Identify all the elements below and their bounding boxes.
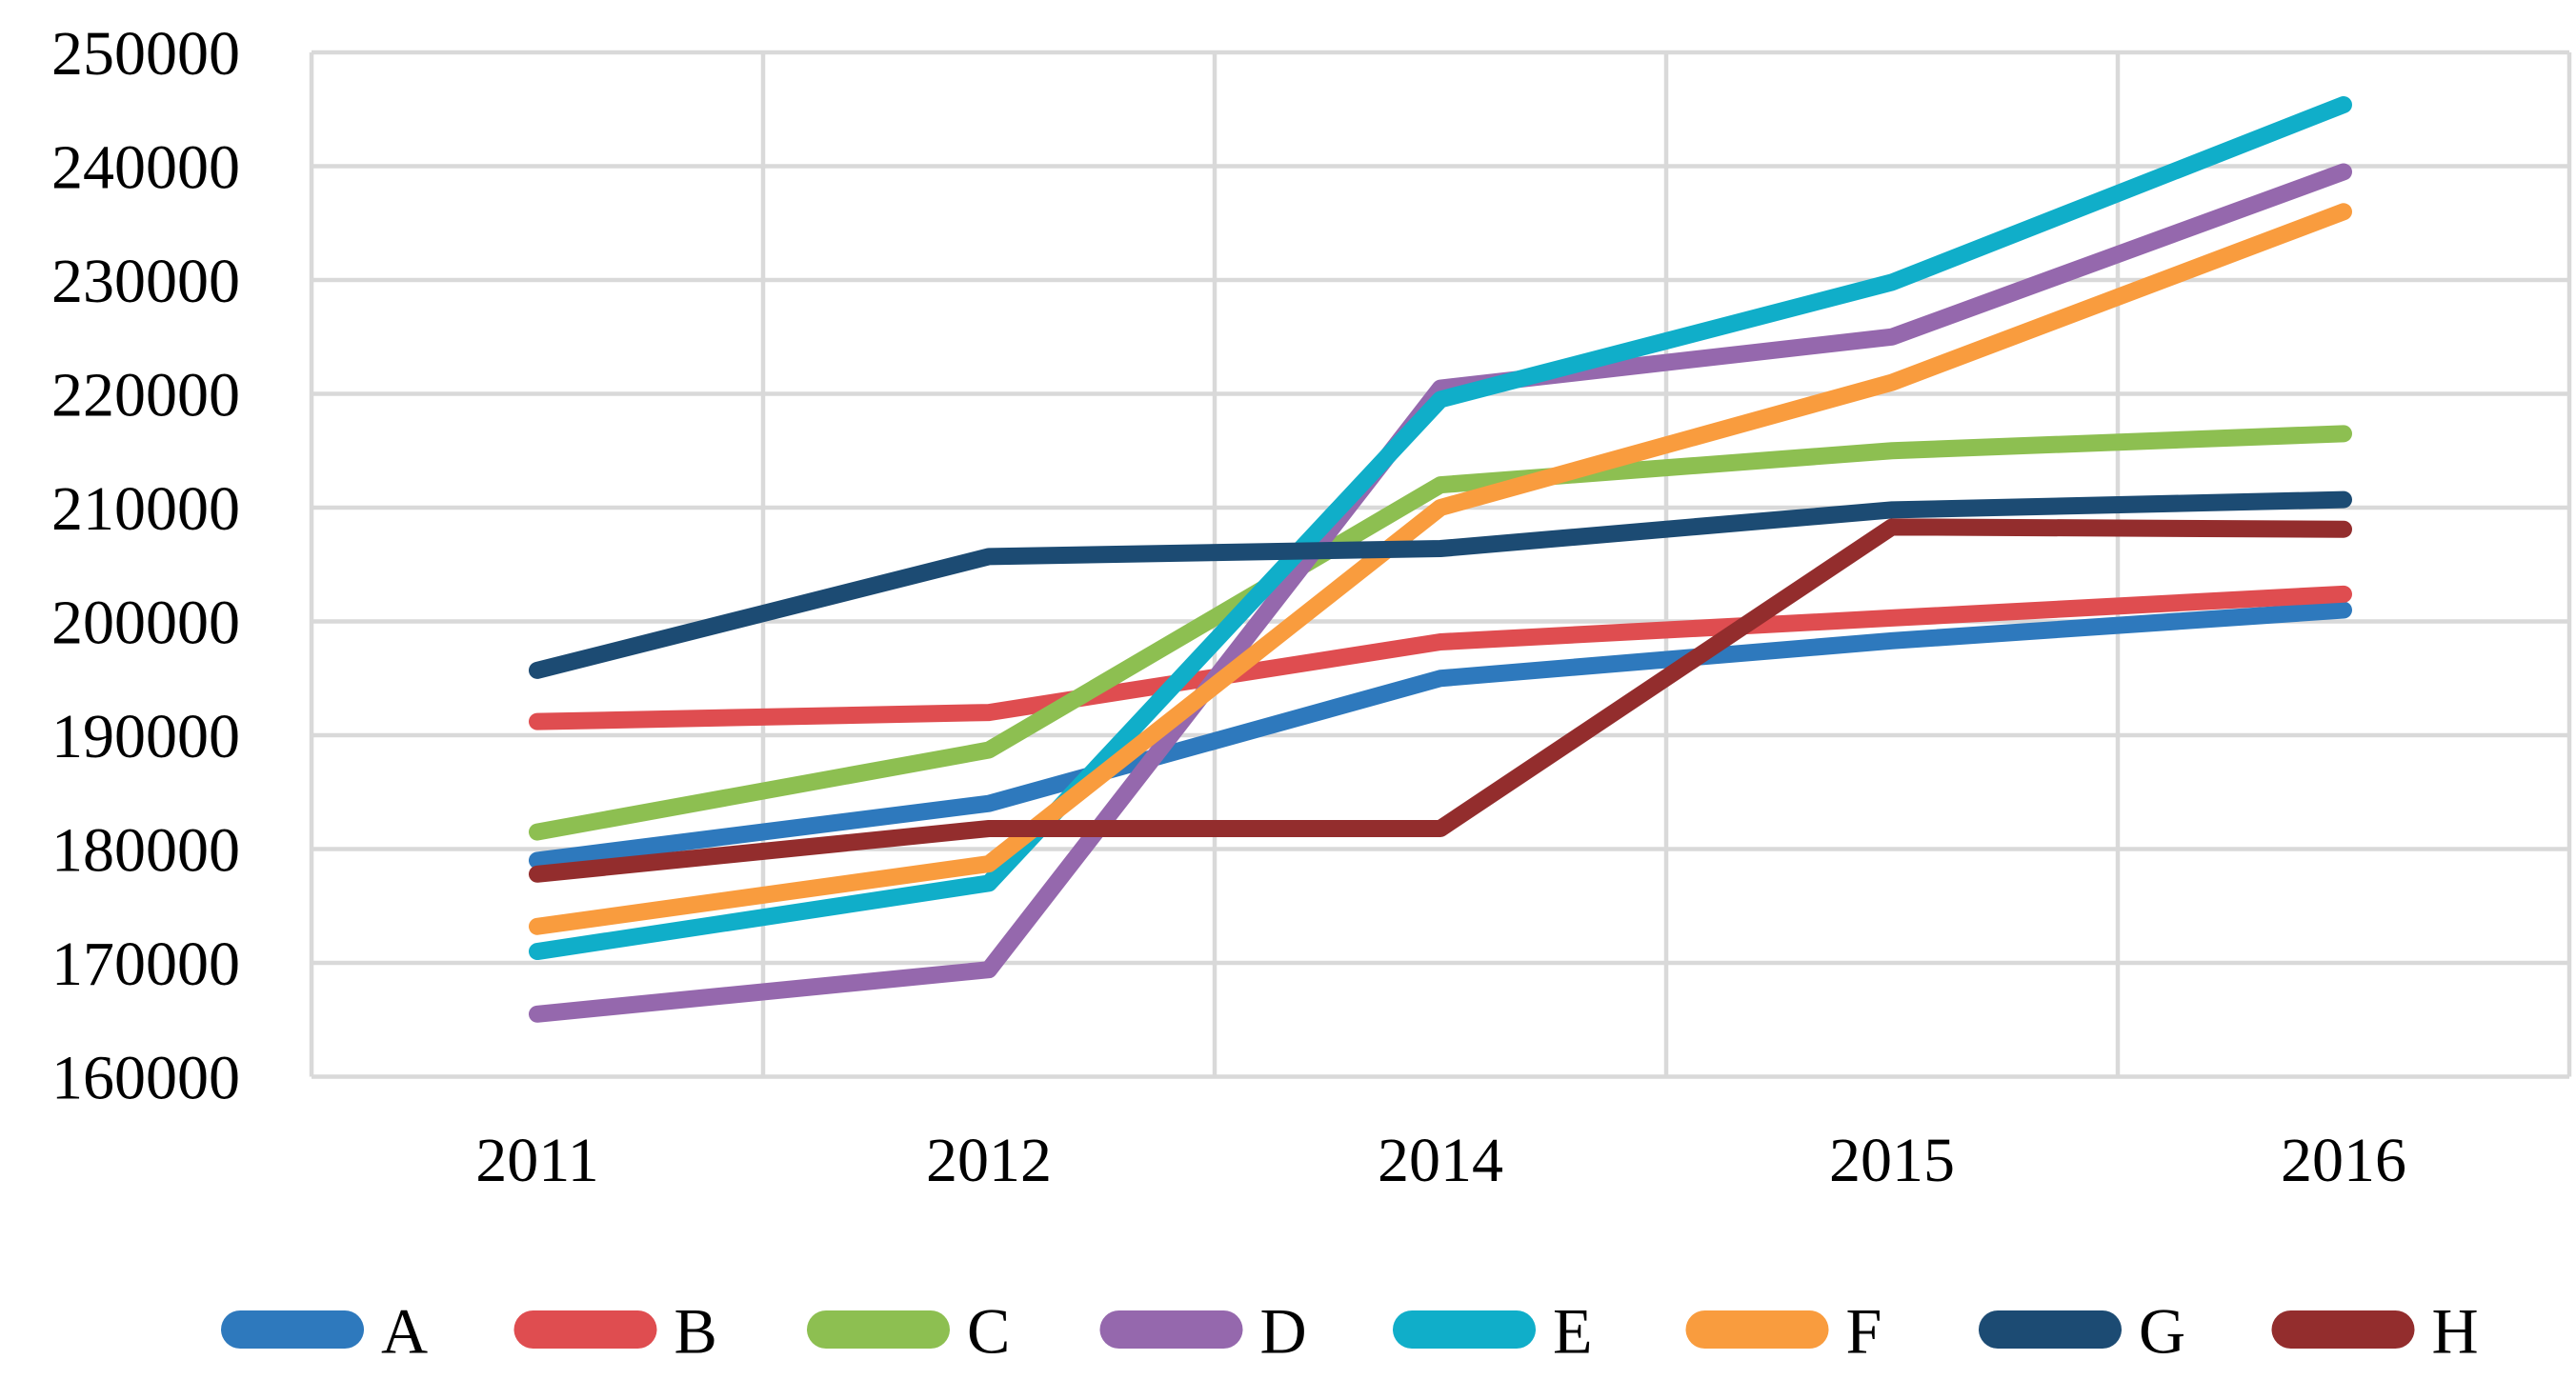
y-tick-label: 180000 bbox=[51, 816, 240, 886]
y-tick-label: 170000 bbox=[51, 930, 240, 999]
series-line-B bbox=[529, 585, 2352, 730]
legend-item-D: D bbox=[1099, 1294, 1307, 1367]
series-lines bbox=[529, 95, 2352, 1023]
x-tick-label: 2012 bbox=[926, 1126, 1052, 1195]
y-tick-label: 190000 bbox=[51, 702, 240, 771]
series-line-H bbox=[529, 518, 2352, 883]
legend-label-H: H bbox=[2432, 1294, 2479, 1367]
series-line-C bbox=[529, 425, 2352, 841]
legend-label-A: A bbox=[381, 1294, 428, 1367]
y-axis-tick-labels: 160000 170000 180000 190000 200000 210000 2200… bbox=[51, 19, 240, 1113]
legend-label-B: B bbox=[674, 1294, 717, 1367]
legend: A B C D E F G H bbox=[221, 1294, 2479, 1367]
legend-item-G: G bbox=[1979, 1294, 2185, 1367]
legend-item-H: H bbox=[2271, 1294, 2479, 1367]
y-tick-label: 220000 bbox=[51, 361, 240, 430]
series-line-E bbox=[529, 95, 2352, 961]
legend-item-C: C bbox=[807, 1294, 1010, 1367]
series-line-A bbox=[529, 601, 2352, 870]
legend-item-B: B bbox=[513, 1294, 717, 1367]
y-tick-label: 200000 bbox=[51, 589, 240, 658]
x-tick-label: 2015 bbox=[1829, 1126, 1955, 1195]
legend-item-E: E bbox=[1393, 1294, 1593, 1367]
legend-label-E: E bbox=[1553, 1294, 1593, 1367]
x-tick-label: 2016 bbox=[2281, 1126, 2406, 1195]
x-axis-tick-labels: 2011 2012 2014 2015 2016 bbox=[475, 1126, 2406, 1195]
series-line-G bbox=[529, 490, 2352, 679]
legend-item-A: A bbox=[221, 1294, 428, 1367]
y-tick-label: 230000 bbox=[51, 247, 240, 316]
legend-label-D: D bbox=[1260, 1294, 1307, 1367]
legend-item-F: F bbox=[1685, 1294, 1882, 1367]
x-tick-label: 2014 bbox=[1378, 1126, 1503, 1195]
y-tick-label: 160000 bbox=[51, 1044, 240, 1113]
legend-label-C: C bbox=[967, 1294, 1010, 1367]
series-line-F bbox=[529, 203, 2352, 935]
legend-label-G: G bbox=[2139, 1294, 2185, 1367]
y-tick-label: 210000 bbox=[51, 474, 240, 544]
y-tick-label: 250000 bbox=[51, 19, 240, 89]
x-tick-label: 2011 bbox=[475, 1126, 599, 1195]
legend-label-F: F bbox=[1846, 1294, 1882, 1367]
series-line-D bbox=[529, 163, 2352, 1023]
y-tick-label: 240000 bbox=[51, 133, 240, 203]
